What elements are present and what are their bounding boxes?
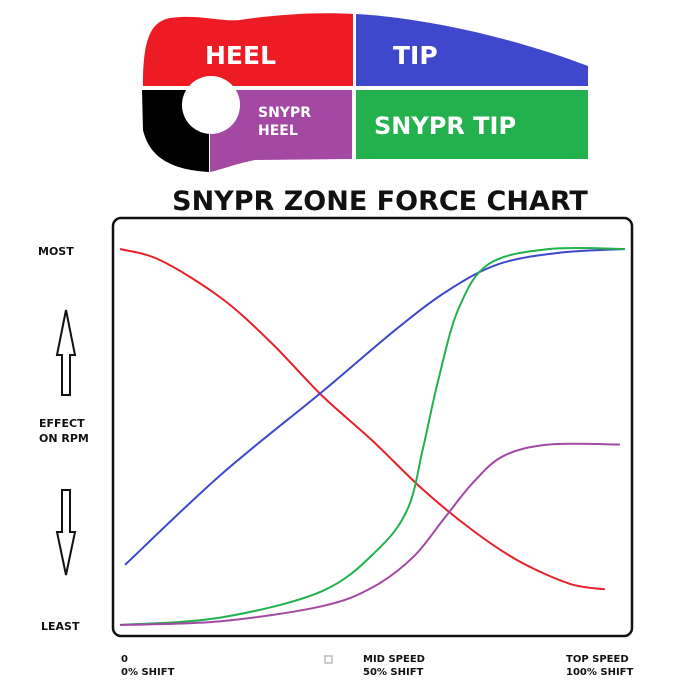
series-line-snypr-heel [119, 442, 620, 626]
x-label-mid-line2: 50% SHIFT [363, 667, 424, 678]
x-label-end: TOP SPEED 100% SHIFT [566, 653, 633, 679]
series-line-tip [124, 248, 626, 566]
y-label-least: LEAST [41, 620, 80, 633]
arrow-down-icon [55, 489, 77, 576]
x-label-mid-line1: MID SPEED [363, 654, 425, 665]
x-label-start-line1: 0 [121, 654, 128, 665]
x-label-start-line2: 0% SHIFT [121, 667, 175, 678]
x-label-end-line1: TOP SPEED [566, 654, 629, 665]
x-label-start: 0 0% SHIFT [121, 653, 174, 679]
tip-label: TIP [393, 41, 438, 70]
arrow-up-icon [55, 309, 77, 396]
snypr-tip-zone [356, 90, 588, 159]
hosel-hole [182, 76, 240, 134]
tip-zone [356, 14, 588, 86]
club-zone-diagram: HEEL TIP SNYPR HEEL SNYPR TIP [142, 13, 588, 172]
plot-frame [111, 216, 634, 638]
snypr-heel-label-1: SNYPR [258, 105, 311, 121]
chart-title: SNYPR ZONE FORCE CHART [172, 186, 588, 217]
x-label-mid: MID SPEED 50% SHIFT [363, 653, 425, 679]
heel-zone [143, 13, 353, 86]
series-line-heel [119, 248, 605, 591]
snypr-heel-zone [210, 90, 352, 172]
heel-label: HEEL [205, 41, 276, 70]
small-square-marker [324, 655, 333, 664]
series-line-snypr-tip [119, 246, 626, 626]
x-label-end-line2: 100% SHIFT [566, 667, 634, 678]
snypr-tip-label: SNYPR TIP [374, 112, 516, 140]
y-label-most: MOST [38, 245, 74, 258]
y-axis-label: EFFECT ON RPM [39, 417, 89, 445]
snypr-heel-label-2: HEEL [258, 123, 298, 139]
